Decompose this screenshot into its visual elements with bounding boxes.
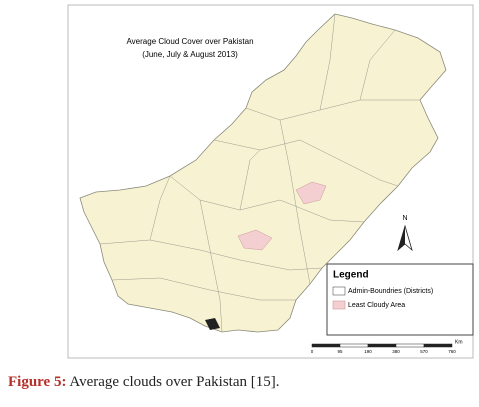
legend-title: Legend <box>333 270 369 281</box>
caption-text: Average clouds over Pakistan [15]. <box>69 374 280 390</box>
map-subtitle: (June, July & August 2013) <box>142 50 238 59</box>
scale-segment <box>339 343 369 348</box>
legend-item: Least Cloudy Area <box>348 302 405 309</box>
scale-segment <box>423 343 453 348</box>
legend-swatch <box>332 300 346 310</box>
caption: Figure 5: Average clouds over Pakistan [… <box>8 374 279 391</box>
caption-label: Figure 5: <box>8 374 67 390</box>
coast-mark <box>205 318 220 330</box>
scale-unit: Km <box>455 339 463 345</box>
scale-segment <box>367 343 397 348</box>
scale-label: 760 <box>448 349 456 354</box>
scale-segment <box>395 343 425 348</box>
scale-bar: 0 95 190 380 570 760 Km <box>311 339 463 354</box>
least-cloudy-area <box>237 229 273 251</box>
country-shape <box>79 13 447 333</box>
scale-segment <box>311 343 341 348</box>
scale-label: 0 <box>311 349 314 354</box>
north-label: N <box>402 215 407 222</box>
least-cloudy-area <box>295 181 327 205</box>
scale-label: 95 <box>337 349 343 354</box>
scale-label: 380 <box>392 349 400 354</box>
map-figure: Average Cloud Cover over Pakistan (June,… <box>67 4 474 359</box>
scale-label: 190 <box>364 349 372 354</box>
north-arrow-fill <box>398 226 405 250</box>
map-title: Average Cloud Cover over Pakistan <box>126 37 253 46</box>
district-lines <box>99 13 420 333</box>
legend-item: Admin-Boundries (Districts) <box>348 288 433 295</box>
scale-label: 570 <box>420 349 428 354</box>
legend-swatch <box>332 286 346 296</box>
legend-box <box>326 263 474 336</box>
